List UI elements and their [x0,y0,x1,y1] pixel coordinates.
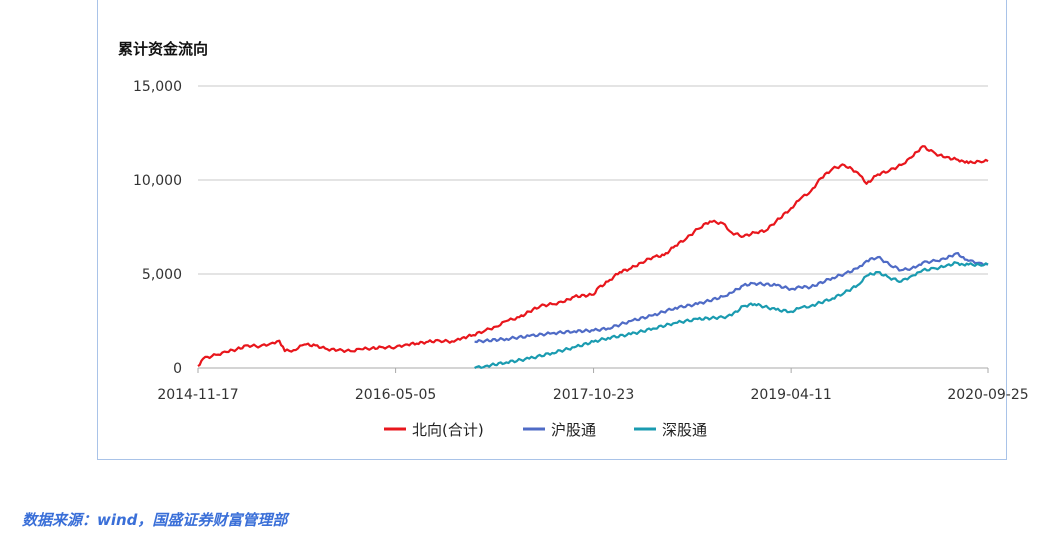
y-tick-label: 10,000 [133,173,182,189]
series-lines [197,145,989,369]
y-tick-label: 15,000 [133,79,182,95]
grid-lines [198,85,988,275]
y-tick-label: 5,000 [142,267,182,283]
chart-frame [97,0,1007,460]
series-line-2 [474,261,989,369]
legend-label: 沪股通 [551,421,596,439]
source-note: 数据来源：wind，国盛证券财富管理部 [22,511,288,529]
x-tick-label: 2016-05-05 [355,387,436,403]
series-line-0 [197,145,989,367]
y-axis-ticks: 0 5,000 10,000 15,000 [133,79,182,377]
x-tick-label: 2019-04-11 [750,387,831,403]
chart-title: 累计资金流向 [118,40,209,58]
legend-label: 深股通 [662,421,707,439]
legend: 北向(合计) 沪股通 深股通 [384,421,707,439]
x-axis: 2014-11-17 2016-05-05 2017-10-23 2019-04-11… [157,367,1029,403]
y-tick-label: 0 [173,361,182,377]
series-line-1 [474,252,989,344]
x-tick-label: 2017-10-23 [553,387,634,403]
x-tick-label: 2014-11-17 [157,387,238,403]
x-tick-label: 2020-09-25 [947,387,1028,403]
legend-label: 北向(合计) [412,421,484,439]
